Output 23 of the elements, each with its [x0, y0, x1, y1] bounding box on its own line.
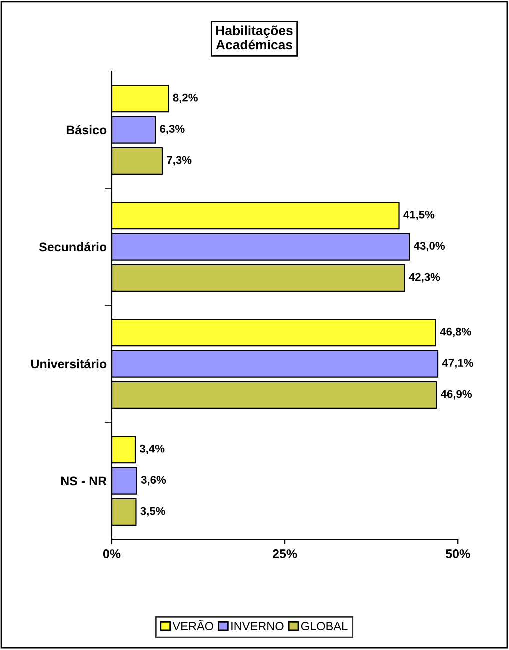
- legend-label: VERÃO: [172, 620, 214, 631]
- data-label: 42,3%: [409, 273, 440, 283]
- y-tick-label: Secundário: [39, 242, 107, 252]
- data-label: 47,1%: [442, 359, 474, 369]
- data-label: 46,9%: [440, 390, 472, 400]
- x-tick-label: 0%: [103, 550, 121, 558]
- data-label: 8,2%: [173, 94, 198, 104]
- data-label: 43,0%: [414, 242, 446, 252]
- legend-label: GLOBAL: [301, 622, 348, 631]
- x-tick-label: 25%: [272, 550, 298, 558]
- y-tick-label: Universitário: [31, 359, 107, 369]
- data-label: 6,3%: [160, 125, 185, 135]
- y-tick-label: Básico: [66, 125, 107, 135]
- data-label: 41,5%: [404, 210, 435, 220]
- data-label: 3,6%: [141, 476, 166, 486]
- y-tick-label: NS - NR: [61, 476, 107, 486]
- data-label: 46,8%: [440, 328, 472, 338]
- data-label: 7,3%: [167, 156, 192, 166]
- data-label: 3,4%: [140, 444, 165, 454]
- legend-label: INVERNO: [232, 622, 284, 631]
- x-tick-label: 50%: [446, 550, 470, 558]
- data-label: 3,5%: [140, 507, 166, 517]
- chart-title: Habilitações Académicas: [216, 26, 293, 50]
